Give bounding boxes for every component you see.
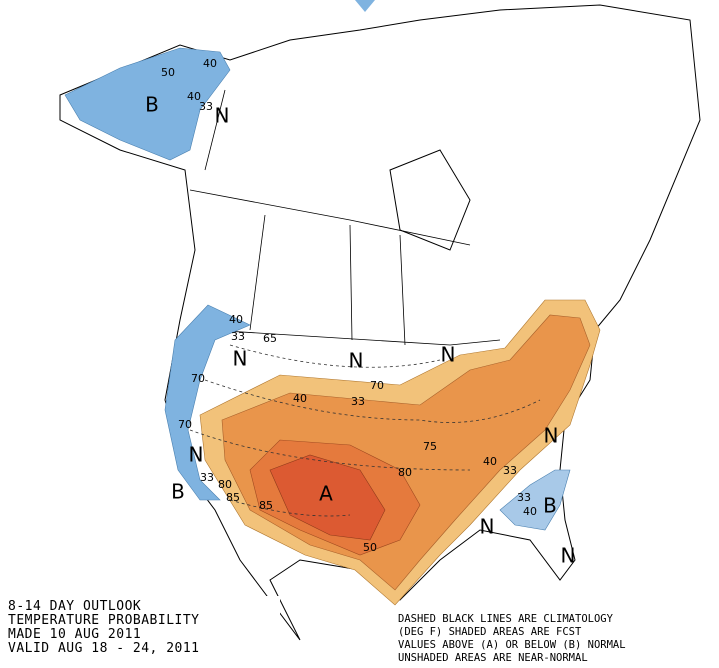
- notes-background: [394, 610, 712, 662]
- region-label: N: [215, 104, 230, 128]
- contour-label: 50: [161, 66, 175, 79]
- caption-background: [0, 596, 280, 668]
- note-line: UNSHADED AREAS ARE NEAR-NORMAL: [398, 652, 588, 664]
- contour-label: 40: [483, 455, 497, 468]
- region-label: N: [480, 515, 495, 539]
- contour-label: 33: [351, 395, 365, 408]
- contour-label: 33: [517, 491, 531, 504]
- caption-line: VALID AUG 18 - 24, 2011: [8, 641, 200, 656]
- borders: [189, 89, 501, 346]
- contour-label: 33: [231, 330, 245, 343]
- region-label: N: [189, 443, 204, 467]
- contour-label: 80: [218, 478, 232, 491]
- contour-label: 80: [398, 466, 412, 479]
- below-normal-greenland: [355, 0, 375, 12]
- contour-label: 40: [293, 392, 307, 405]
- contour-label: 70: [191, 372, 205, 385]
- caption-line: 8-14 DAY OUTLOOK: [8, 599, 141, 614]
- above-normal-60: [269, 454, 386, 541]
- note-line: (DEG F) SHADED AREAS ARE FCST: [398, 626, 582, 638]
- contour-label: 70: [178, 418, 192, 431]
- contour-label: 85: [226, 491, 240, 504]
- below-normal-alaska: [64, 47, 231, 161]
- contour-label: 70: [370, 379, 384, 392]
- below-normal-southeast: [499, 469, 571, 531]
- contour-label: 65: [263, 332, 277, 345]
- region-label: A: [319, 482, 333, 506]
- contour-label: 50: [363, 541, 377, 554]
- contour-label: 40: [187, 90, 201, 103]
- contour-label: 33: [199, 100, 213, 113]
- region-label: N: [441, 343, 456, 367]
- region-label: B: [543, 494, 557, 518]
- note-line: DASHED BLACK LINES ARE CLIMATOLOGY: [398, 613, 614, 625]
- caption-line: TEMPERATURE PROBABILITY: [8, 613, 200, 628]
- note-line: VALUES ABOVE (A) OR BELOW (B) NORMAL: [398, 639, 626, 651]
- climatology-lines: [189, 344, 541, 517]
- contour-label: 85: [259, 499, 273, 512]
- contour-label: 75: [423, 440, 437, 453]
- contour-label: 33: [503, 464, 517, 477]
- contour-label: 40: [523, 505, 537, 518]
- region-label: N: [561, 544, 576, 568]
- hudson-bay: [389, 149, 471, 251]
- region-label: N: [233, 347, 248, 371]
- region-label: N: [544, 424, 559, 448]
- region-label: N: [349, 349, 364, 373]
- contour-label: 40: [229, 313, 243, 326]
- region-label: B: [145, 93, 159, 117]
- contour-label: 40: [203, 57, 217, 70]
- region-label: B: [171, 480, 185, 504]
- contour-label: 33: [200, 471, 214, 484]
- below-normal-west: [164, 304, 251, 501]
- caption-line: MADE 10 AUG 2011: [8, 627, 141, 642]
